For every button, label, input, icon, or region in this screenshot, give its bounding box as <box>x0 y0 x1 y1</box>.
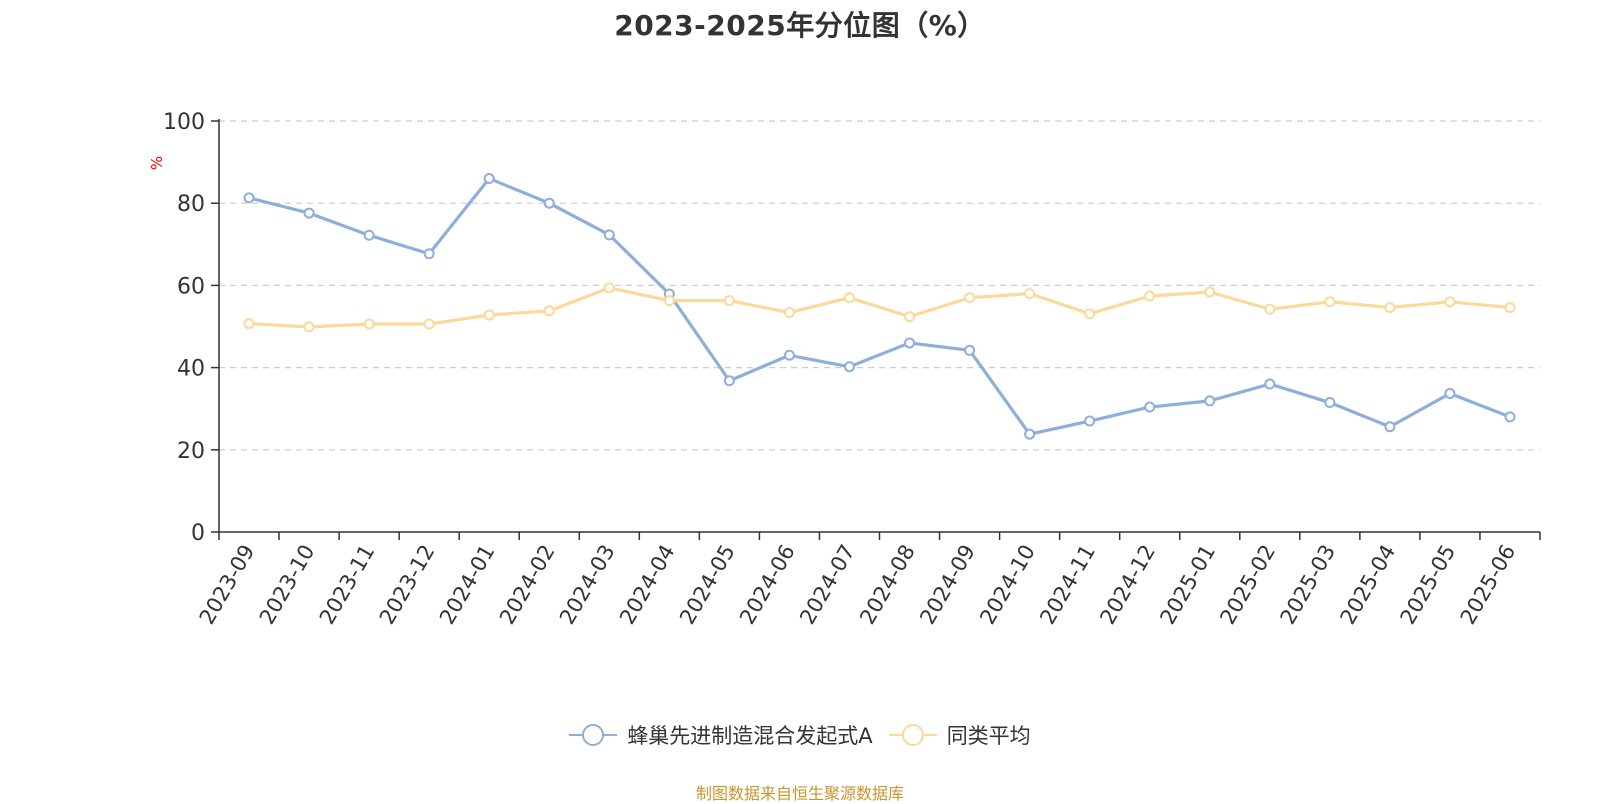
series-1-point <box>1204 286 1216 298</box>
series-1-point <box>1444 296 1456 308</box>
x-tick-label: 2024-09 <box>915 541 980 629</box>
x-tick-label: 2024-03 <box>555 541 620 629</box>
legend-item-fund[interactable]: 蜂巢先进制造混合发起式A <box>569 720 873 750</box>
legend-swatch-fund <box>569 724 618 746</box>
series-0-point <box>363 229 375 241</box>
series-0-point <box>1324 397 1336 409</box>
x-tick-label: 2023-09 <box>195 541 260 629</box>
y-tick-label: 60 <box>177 274 205 299</box>
y-tick-label: 0 <box>191 521 205 546</box>
y-tick-label: 100 <box>163 110 205 135</box>
series-0-point <box>1084 415 1096 427</box>
legend-swatch-average <box>888 724 937 746</box>
series-0-point <box>1264 378 1276 390</box>
y-tick-label: 20 <box>177 439 205 464</box>
series-1-point <box>603 282 615 294</box>
series-0-point <box>783 349 795 361</box>
x-tick-label: 2025-05 <box>1396 541 1461 629</box>
series-1-point <box>783 307 795 319</box>
series-0-point <box>1504 411 1516 423</box>
series-1-point <box>843 292 855 304</box>
x-tick-label: 2024-07 <box>795 541 860 629</box>
series-1-point <box>904 311 916 323</box>
x-tick-label: 2024-10 <box>975 541 1040 629</box>
x-tick-label: 2023-11 <box>315 541 380 629</box>
series-0-point <box>423 248 435 260</box>
series-0-point <box>483 173 495 185</box>
x-tick-label: 2023-10 <box>255 541 320 629</box>
series-1-point <box>1264 303 1276 315</box>
series-1-point <box>363 318 375 330</box>
series-0-point <box>904 337 916 349</box>
series-line-0 <box>247 176 1512 436</box>
x-tick-label: 2025-01 <box>1155 541 1220 629</box>
legend-label-fund: 蜂巢先进制造混合发起式A <box>627 724 873 748</box>
series-1-point <box>243 318 255 330</box>
series-0-point <box>543 197 555 209</box>
x-tick-label: 2024-04 <box>615 541 680 629</box>
series-0-point <box>303 207 315 219</box>
y-tick-label: 40 <box>177 357 205 382</box>
series-1-point <box>1144 290 1156 302</box>
x-tick-label: 2025-02 <box>1215 541 1280 629</box>
chart-title: 2023-2025年分位图（%） <box>614 9 986 42</box>
series-0-point <box>1144 401 1156 413</box>
x-tick-label: 2025-04 <box>1336 541 1401 629</box>
x-tick-label: 2024-01 <box>435 541 500 629</box>
series-0-point <box>1024 428 1036 440</box>
series-0-point <box>1444 387 1456 399</box>
legend-label-average: 同类平均 <box>946 724 1031 748</box>
series-0-point <box>723 375 735 387</box>
source-note: 制图数据来自恒生聚源数据库 <box>695 784 904 803</box>
x-tick-label: 2024-12 <box>1095 541 1160 629</box>
y-tick-label: 80 <box>177 192 205 217</box>
series-0-point <box>964 344 976 356</box>
series-0-point <box>1204 395 1216 407</box>
x-tick-label: 2023-12 <box>375 541 440 629</box>
series-1-point <box>663 295 675 307</box>
x-tick-label: 2025-03 <box>1276 541 1341 629</box>
x-tick-label: 2024-06 <box>735 541 800 629</box>
x-tick-label: 2024-05 <box>675 541 740 629</box>
series-1-point <box>1504 302 1516 314</box>
series-0-point <box>1384 421 1396 433</box>
x-tick-label: 2024-11 <box>1035 541 1100 629</box>
series-line-1 <box>247 286 1512 329</box>
series-1-point <box>483 309 495 321</box>
series-1-point <box>964 292 976 304</box>
series-1-point <box>1324 296 1336 308</box>
legend: 蜂巢先进制造混合发起式A 同类平均 <box>0 720 1600 750</box>
x-tick-label: 2024-02 <box>495 541 560 629</box>
series-0-point <box>603 229 615 241</box>
x-tick-label: 2025-06 <box>1456 541 1521 629</box>
series-1-point <box>1084 308 1096 320</box>
series-1-point <box>723 295 735 307</box>
series-1-point <box>1024 288 1036 300</box>
series-1-point <box>303 321 315 333</box>
series-1-point <box>1384 302 1396 314</box>
x-tick-label: 2024-08 <box>855 541 920 629</box>
legend-item-average[interactable]: 同类平均 <box>888 720 1031 750</box>
y-axis-label: % <box>148 156 166 170</box>
series-1-point <box>423 318 435 330</box>
series-1-point <box>543 305 555 317</box>
series-0-point <box>843 361 855 373</box>
series-0-point <box>243 192 255 204</box>
